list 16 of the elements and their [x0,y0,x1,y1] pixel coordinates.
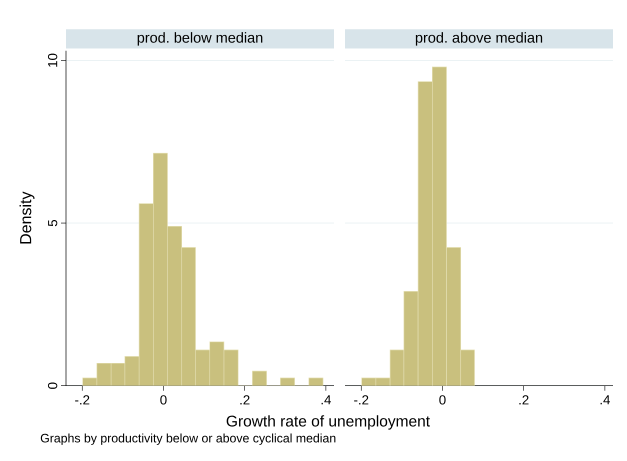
x-tick-label: .2 [519,395,529,404]
x-tick-label: .4 [600,395,610,404]
text: Graphs by productivity below or above cyclical median [40,433,336,445]
x-axis-title: Growth rate of unemployment [226,415,430,430]
chart-title: prod. above median [416,32,542,46]
x-tick-label: 0 [439,395,446,405]
y-tick-label: 10 [48,54,58,67]
x-tick-label: .2 [240,395,250,404]
x-tick-label: -.2 [75,395,90,404]
y-axis-title: Density [20,192,34,244]
x-tick-label: -.2 [354,395,368,404]
y-tick-label: 5 [48,220,58,226]
y-tick-label: 0 [48,382,58,389]
x-tick-label: 0 [160,395,167,405]
x-tick-label: .4 [322,395,331,404]
chart-title: prod. below median [138,32,262,46]
